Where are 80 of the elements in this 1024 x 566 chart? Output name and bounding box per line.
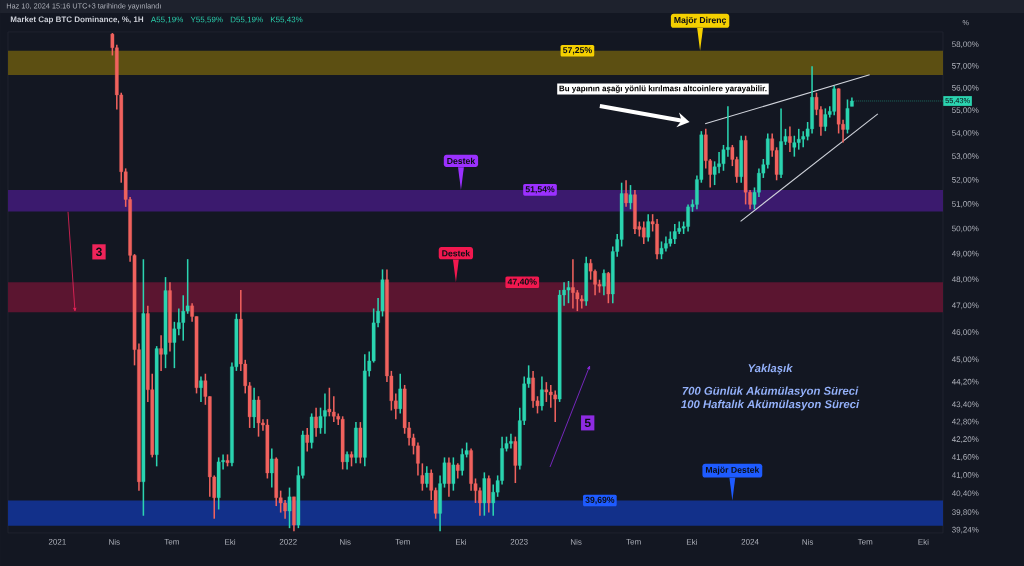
text: Y55,59% (190, 16, 223, 24)
y-tick-label: 43,40% (951, 401, 979, 409)
text: K55,43% (270, 16, 303, 24)
candlestick (358, 421, 363, 465)
y-tick-label: 42,80% (951, 418, 979, 426)
x-tick-label: Tem (626, 538, 641, 545)
x-tick-label: Eki (918, 538, 929, 545)
y-tick-label: 41,00% (951, 472, 979, 479)
annotation: Majör Destek (705, 466, 760, 475)
x-tick-label: Eki (456, 538, 466, 545)
annotation: Destek (447, 157, 476, 165)
candlestick (845, 98, 850, 135)
candlestick (451, 456, 456, 492)
y-tick-label: 40,40% (951, 490, 979, 498)
candlestick (154, 345, 159, 468)
y-tick-label: 52,00% (952, 176, 979, 184)
annotation: 700 Günlük Akümülasyon Süreci (682, 386, 859, 398)
annotation: Destek (442, 250, 471, 257)
y-tick-label: 47,00% (951, 302, 979, 310)
band-label: 57,25% (563, 47, 592, 55)
x-tick-label: 2024 (741, 538, 759, 545)
annotation: Bu yapının aşağı yönlü kırılması altcoinlere yarayabilir. (559, 85, 767, 93)
x-tick-label: 2021 (48, 538, 66, 545)
candlestick (823, 107, 828, 132)
y-tick-label: 58,00% (952, 41, 979, 48)
chart-title: Market Cap BTC Dominance, %, 1H (10, 16, 144, 24)
text: D55,19% (230, 16, 263, 24)
x-tick-label: Nis (109, 538, 120, 545)
y-tick-label: 44,20% (951, 378, 979, 386)
annotation: Yaklaşık (748, 363, 793, 375)
candlestick (309, 412, 314, 450)
y-tick-label: 55,00% (952, 107, 979, 114)
y-tick-label: 41,60% (951, 454, 979, 461)
y-tick-label: 42,20% (951, 436, 979, 443)
y-tick-label: 49,00% (951, 250, 979, 258)
annotation: 100 Haftalık Akümülasyon Süreci (681, 399, 860, 411)
x-tick-label: Eki (225, 538, 236, 545)
candlestick (420, 462, 425, 492)
candlestick (743, 134, 748, 206)
y-tick-label: 46,00% (951, 329, 979, 336)
candlestick (256, 395, 261, 438)
x-tick-label: Tem (164, 538, 179, 545)
x-tick-label: Nis (570, 538, 582, 545)
candlestick (141, 258, 146, 517)
y-tick-label: 48,00% (951, 276, 979, 283)
x-tick-label: 2023 (510, 538, 528, 545)
candlestick (340, 415, 345, 471)
x-tick-label: 2022 (279, 538, 297, 545)
x-tick-label: Nis (340, 538, 351, 545)
band-label: 39,69% (585, 496, 615, 505)
y-tick-label: 39,80% (952, 509, 979, 516)
x-tick-label: Nis (802, 538, 814, 545)
candlestick (163, 276, 168, 369)
y-tick-label: 54,00% (952, 130, 979, 137)
candlestick (327, 386, 332, 418)
candlestick (287, 486, 292, 529)
candlestick (216, 456, 221, 511)
x-tick-label: Tem (395, 538, 410, 545)
x-tick-label: Tem (857, 538, 873, 545)
annotation: 3 (95, 247, 102, 257)
text: A55,19% (150, 16, 184, 24)
y-tick-label: 57,00% (952, 63, 979, 70)
y-tick-label: 56,00% (952, 84, 979, 92)
annotation: 5 (584, 418, 591, 428)
candlestick (455, 462, 460, 480)
y-tick-label: 39,24% (952, 526, 979, 534)
candlestick (579, 294, 584, 310)
y-tick-label: 50,00% (952, 225, 979, 233)
y-tick-label: 53,00% (952, 153, 979, 160)
annotation: Majör Direnç (674, 16, 727, 25)
candlestick (628, 184, 633, 211)
y-tick-label: 51,00% (952, 201, 979, 208)
candlestick (265, 418, 270, 480)
band-label: 47,40% (507, 278, 537, 286)
candlestick (641, 220, 646, 245)
band-label: 51,54% (525, 186, 555, 194)
y-tick-label: 45,00% (951, 356, 979, 364)
candlestick (672, 223, 677, 245)
candlestick (566, 280, 571, 304)
x-tick-label: Eki (686, 538, 697, 545)
